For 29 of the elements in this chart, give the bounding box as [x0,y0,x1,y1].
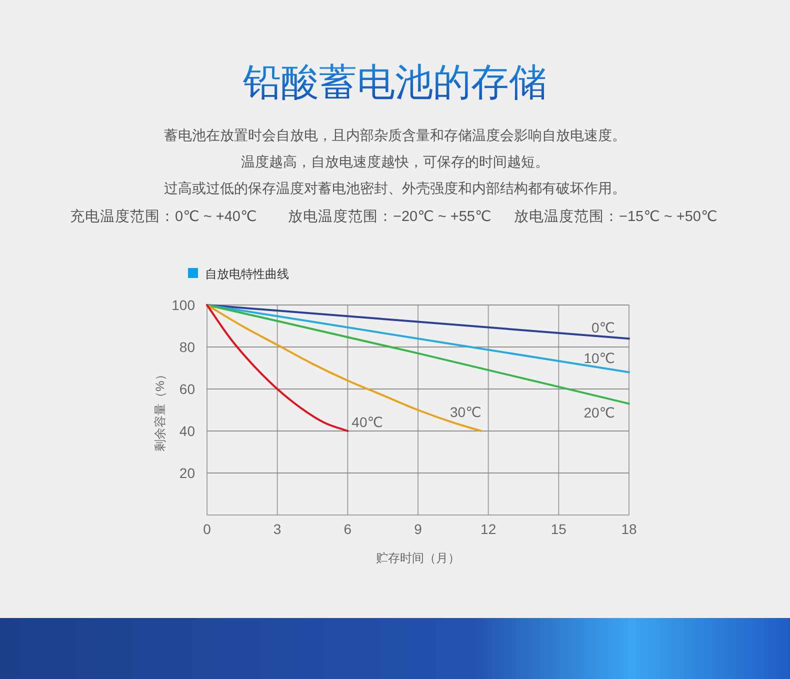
x-tick-label: 12 [480,521,496,537]
text: 放电温度范围：−15℃ ~ +50℃ [514,208,718,225]
series-label: 20℃ [584,404,615,421]
x-tick-label: 3 [273,521,282,537]
x-axis-title: 贮存时间（月） [376,551,460,565]
x-tick-label: 15 [550,521,567,537]
y-tick-label: 40 [179,423,196,439]
y-tick-label: 80 [179,339,196,355]
y-tick-label: 20 [179,465,196,481]
text: 过高或过低的保存温度对蓄电池密封、外壳强度和内部结构都有破坏作用。 [164,180,626,196]
line-series [206,304,349,432]
text: 蓄电池在放置时会自放电，且内部杂质含量和存储温度会影响自放电速度。 [164,127,626,143]
text: 充电温度范围：0℃ ~ +40℃ [70,208,257,225]
chart-subtitle: 自放电特性曲线 [205,267,289,281]
y-tick-label: 60 [179,381,196,397]
x-tick-label: 18 [621,521,637,537]
series-label: 0℃ [591,320,615,336]
line-series [206,304,482,432]
series-label: 10℃ [584,350,615,366]
y-axis-title: 剩余容量（%） [153,368,167,452]
series-label: 40℃ [352,414,383,430]
chart-title: 铅酸蓄电池的存储 [242,62,547,104]
y-tick-label: 100 [172,297,196,313]
text: 放电温度范围：−20℃ ~ +55℃ [288,208,492,225]
x-tick-label: 0 [203,521,212,537]
x-tick-label: 9 [414,521,422,537]
text: 温度越高，自放电速度越快，可保存的时间越短。 [241,154,549,170]
series-label: 30℃ [450,404,482,420]
x-tick-label: 6 [344,521,352,537]
